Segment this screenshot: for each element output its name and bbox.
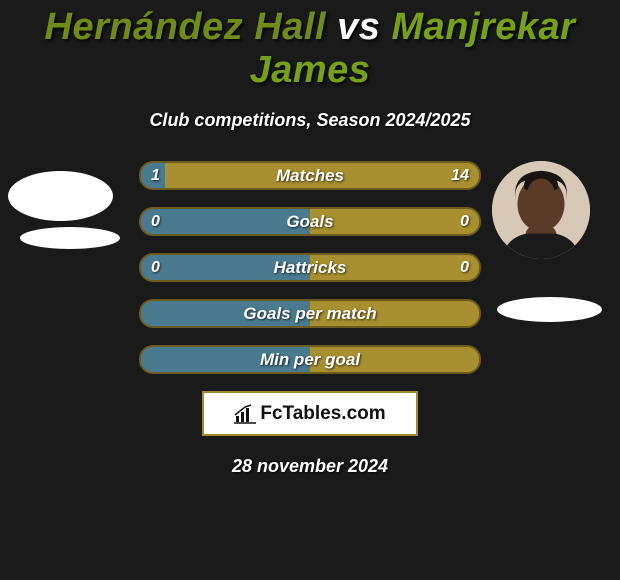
stat-label: Goals — [141, 209, 479, 234]
player2-avatar — [492, 161, 590, 259]
player2-team-badge — [497, 297, 602, 322]
player1-team-badge — [20, 227, 120, 249]
stat-row: Goals per match — [139, 299, 481, 328]
stat-label: Matches — [141, 163, 479, 188]
comparison-title: Hernández Hall vs Manjrekar James — [0, 0, 620, 92]
stat-row: Hattricks0 0 — [139, 253, 481, 282]
stat-label: Goals per match — [141, 301, 479, 326]
stats-area: Matches114Goals00Hattricks00Goals per ma… — [0, 161, 620, 374]
logo-box[interactable]: FcTables.com — [202, 391, 418, 436]
stat-value-left: 0 — [151, 255, 160, 280]
chart-icon — [234, 404, 256, 424]
player1-avatar — [8, 171, 113, 221]
stat-value-right: 0 — [460, 209, 469, 234]
player1-name: Hernández Hall — [45, 6, 327, 48]
stat-label: Hattricks — [141, 255, 479, 280]
stat-row: Goals0 0 — [139, 207, 481, 236]
subtitle: Club competitions, Season 2024/2025 — [0, 110, 620, 131]
stat-value-left: 0 — [151, 209, 160, 234]
stat-label: Min per goal — [141, 347, 479, 372]
date: 28 november 2024 — [0, 456, 620, 477]
stat-value-right: 0 — [460, 255, 469, 280]
player2-photo — [492, 161, 590, 259]
stat-value-right: 14 — [451, 163, 469, 188]
stat-row: Min per goal — [139, 345, 481, 374]
logo-text: FcTables.com — [260, 403, 385, 425]
stat-row: Matches1 14 — [139, 161, 481, 190]
stat-value-left: 1 — [151, 163, 160, 188]
stat-bars: Matches114Goals00Hattricks00Goals per ma… — [139, 161, 481, 374]
vs-text: vs — [337, 6, 380, 48]
